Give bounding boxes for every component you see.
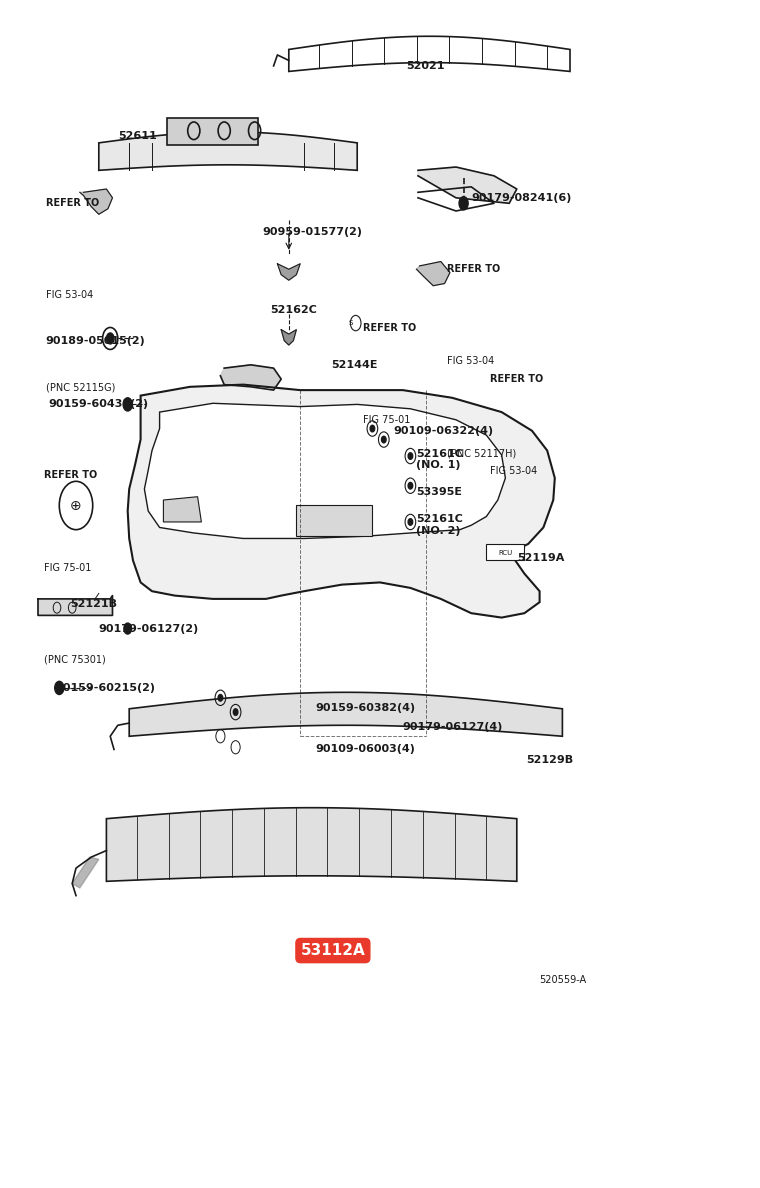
Circle shape xyxy=(408,453,413,460)
Polygon shape xyxy=(277,264,300,280)
Text: 90159-60382(4): 90159-60382(4) xyxy=(315,702,416,713)
Circle shape xyxy=(59,481,93,530)
Text: 90959-01577(2): 90959-01577(2) xyxy=(262,227,363,236)
Text: 52611: 52611 xyxy=(118,131,157,141)
Text: 52129B: 52129B xyxy=(526,756,573,765)
PathPatch shape xyxy=(99,132,357,170)
Text: S: S xyxy=(348,320,353,326)
Text: 52119A: 52119A xyxy=(517,554,564,563)
Text: 90109-06003(4): 90109-06003(4) xyxy=(315,745,415,754)
Polygon shape xyxy=(220,365,281,390)
Text: FIG 75-01: FIG 75-01 xyxy=(44,563,91,573)
Text: 90179-06127(2): 90179-06127(2) xyxy=(99,624,199,633)
Text: 52162C: 52162C xyxy=(270,305,317,315)
PathPatch shape xyxy=(129,693,562,737)
Polygon shape xyxy=(163,497,201,522)
Text: TOYOTA - 5311248320     N - 53112A: TOYOTA - 5311248320 N - 53112A xyxy=(214,1135,546,1152)
Text: FIG 53-04: FIG 53-04 xyxy=(447,356,494,366)
Text: (PNC 52117H): (PNC 52117H) xyxy=(447,448,516,459)
Circle shape xyxy=(233,709,238,715)
Text: (PNC 52115G): (PNC 52115G) xyxy=(46,383,115,392)
Polygon shape xyxy=(486,544,524,561)
Text: 90159-60215(2): 90159-60215(2) xyxy=(55,683,156,693)
Text: 52144E: 52144E xyxy=(331,360,378,369)
Polygon shape xyxy=(38,595,112,615)
PathPatch shape xyxy=(289,37,570,71)
Circle shape xyxy=(218,695,223,701)
Text: 90189-05015(2): 90189-05015(2) xyxy=(46,336,145,346)
Polygon shape xyxy=(296,506,372,536)
Circle shape xyxy=(55,682,64,695)
Circle shape xyxy=(382,436,386,443)
Polygon shape xyxy=(418,168,517,203)
Polygon shape xyxy=(80,189,112,214)
Circle shape xyxy=(370,425,375,432)
Polygon shape xyxy=(416,261,450,285)
Text: 52021: 52021 xyxy=(407,61,445,71)
Bar xyxy=(167,118,258,145)
Circle shape xyxy=(408,482,413,489)
PathPatch shape xyxy=(106,808,517,881)
Circle shape xyxy=(124,623,131,634)
Text: FIG 53-04: FIG 53-04 xyxy=(490,466,537,476)
Polygon shape xyxy=(72,858,99,887)
Polygon shape xyxy=(281,329,296,345)
Text: 90179-06127(4): 90179-06127(4) xyxy=(403,722,503,733)
PathPatch shape xyxy=(128,385,555,618)
Circle shape xyxy=(408,519,413,525)
Text: FIG 75-01: FIG 75-01 xyxy=(363,416,410,425)
Text: 90109-06322(4): 90109-06322(4) xyxy=(394,425,494,436)
Text: 90179-08241(6): 90179-08241(6) xyxy=(471,192,572,203)
PathPatch shape xyxy=(144,403,505,538)
Text: 52161C
(NO. 1): 52161C (NO. 1) xyxy=(416,449,464,470)
Text: REFER TO: REFER TO xyxy=(46,197,99,208)
Text: 520559-A: 520559-A xyxy=(540,975,587,985)
Text: REFER TO: REFER TO xyxy=(490,373,543,384)
Text: 53395E: 53395E xyxy=(416,487,463,498)
Circle shape xyxy=(123,398,132,411)
Text: (PNC 75301): (PNC 75301) xyxy=(44,655,106,665)
Text: 52161C
(NO. 2): 52161C (NO. 2) xyxy=(416,514,464,536)
Circle shape xyxy=(459,197,468,210)
Text: REFER TO: REFER TO xyxy=(363,323,416,333)
Text: RCU: RCU xyxy=(499,550,512,556)
Text: ⊕: ⊕ xyxy=(70,499,82,512)
Text: 52121B: 52121B xyxy=(71,600,118,609)
Text: 90159-60431(2): 90159-60431(2) xyxy=(48,399,148,410)
Text: REFER TO: REFER TO xyxy=(447,264,500,273)
Circle shape xyxy=(106,333,114,345)
Text: 53112A: 53112A xyxy=(300,943,366,958)
Text: FIG 53-04: FIG 53-04 xyxy=(46,290,93,301)
Text: REFER TO: REFER TO xyxy=(44,470,97,480)
